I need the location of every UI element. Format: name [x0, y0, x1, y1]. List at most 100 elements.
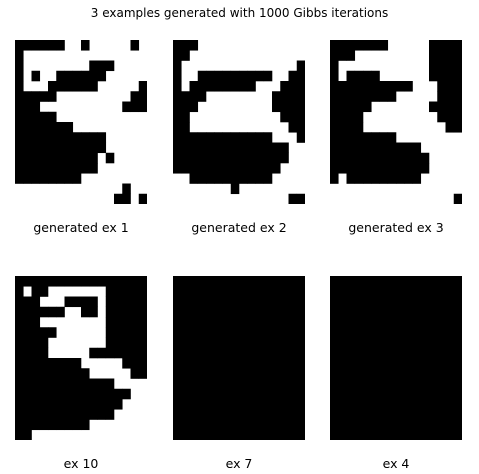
pixel-cell [189, 152, 199, 164]
pixel-cell [330, 327, 339, 338]
pixel-cell [296, 132, 305, 143]
pixel-cell [445, 358, 455, 369]
pixel-cell [296, 399, 305, 410]
pixel-cell [206, 409, 215, 420]
pixel-cell [354, 409, 364, 420]
pixel-cell [445, 81, 455, 92]
pixel-cell [437, 368, 446, 379]
pixel-cell [330, 358, 339, 369]
pixel-cell [214, 317, 223, 328]
pixel-cell [48, 306, 57, 318]
pixel-cell [363, 409, 372, 420]
pixel-cell [296, 306, 305, 318]
pixel-cell [379, 409, 389, 420]
pixel-cell [296, 409, 305, 420]
pixel-cell [239, 409, 248, 420]
pixel-cell [189, 286, 199, 297]
pixel-cell [379, 317, 389, 328]
pixel-cell [263, 368, 273, 379]
pixel-cell [387, 317, 397, 328]
pixel-cell [280, 399, 289, 410]
pixel-cell [230, 347, 240, 359]
pixel-cell [379, 337, 389, 349]
pixel-cell [138, 317, 147, 328]
pixel-cell [354, 111, 364, 123]
pixel-cell [379, 419, 389, 431]
pixel-cell [330, 60, 339, 72]
pixel-cell [453, 70, 462, 82]
pixel-cell [197, 358, 207, 369]
pixel-cell [437, 347, 446, 359]
pixel-cell [247, 70, 256, 82]
pixel-cell [272, 409, 281, 420]
pixel-cell [206, 358, 215, 369]
panel-caption: generated ex 1 [33, 220, 129, 235]
binary-image-grid [173, 40, 305, 204]
pixel-cell [255, 317, 265, 328]
pixel-cell [387, 358, 397, 369]
pixel-cell [396, 399, 405, 410]
pixel-cell [138, 193, 147, 204]
pixel-cell [31, 306, 41, 318]
pixel-cell [379, 306, 389, 318]
pixel-cell [173, 388, 182, 400]
pixel-cell [280, 388, 289, 400]
pixel-cell [346, 50, 356, 61]
pixel-cell [247, 296, 256, 308]
pixel-cell [379, 286, 389, 297]
pixel-cell [338, 163, 347, 174]
pixel-cell [230, 388, 240, 400]
pixel-cell [222, 317, 232, 328]
pixel-cell [181, 50, 190, 61]
pixel-cell [445, 50, 455, 61]
pixel-cell [247, 163, 256, 174]
pixel-cell [31, 173, 41, 184]
pixel-cell [173, 111, 182, 123]
panel-caption: generated ex 2 [191, 220, 287, 235]
pixel-cell [122, 337, 131, 349]
pixel-cell [412, 337, 422, 349]
pixel-cell [173, 368, 182, 379]
pixel-cell [72, 296, 82, 308]
pixel-cell [296, 388, 305, 400]
pixel-cell [330, 142, 339, 154]
pixel-cell [64, 276, 74, 287]
pixel-cell [72, 173, 82, 184]
pixel-cell [263, 163, 273, 174]
pixel-cell [379, 399, 389, 410]
pixel-cell [396, 173, 405, 184]
pixel-cell [39, 91, 49, 102]
pixel-cell [173, 40, 182, 51]
pixel-cell [420, 317, 430, 328]
pixel-cell [354, 142, 364, 154]
pixel-cell [263, 388, 273, 400]
pixel-cell [197, 378, 207, 390]
pixel-cell [181, 327, 190, 338]
pixel-cell [230, 399, 240, 410]
pixel-cell [354, 337, 364, 349]
pixel-cell [15, 337, 24, 349]
pixel-cell [354, 429, 364, 440]
pixel-cell [230, 81, 240, 92]
pixel-cell [48, 419, 57, 431]
pixel-cell [346, 81, 356, 92]
pixel-cell [189, 142, 199, 154]
pixel-cell [189, 276, 199, 287]
pixel-cell [23, 317, 32, 328]
pixel-cell [48, 276, 57, 287]
pixel-cell [404, 306, 413, 318]
pixel-cell [396, 163, 405, 174]
pixel-cell [396, 276, 405, 287]
pixel-cell [222, 276, 232, 287]
pixel-cell [338, 122, 347, 133]
pixel-cell [130, 358, 140, 369]
pixel-cell [239, 429, 248, 440]
pixel-cell [338, 40, 347, 51]
pixel-cell [31, 152, 41, 164]
pixel-cell [138, 296, 147, 308]
pixel-cell [197, 286, 207, 297]
pixel-cell [288, 337, 298, 349]
pixel-cell [255, 276, 265, 287]
pixel-cell [437, 337, 446, 349]
pixel-cell [288, 81, 298, 92]
